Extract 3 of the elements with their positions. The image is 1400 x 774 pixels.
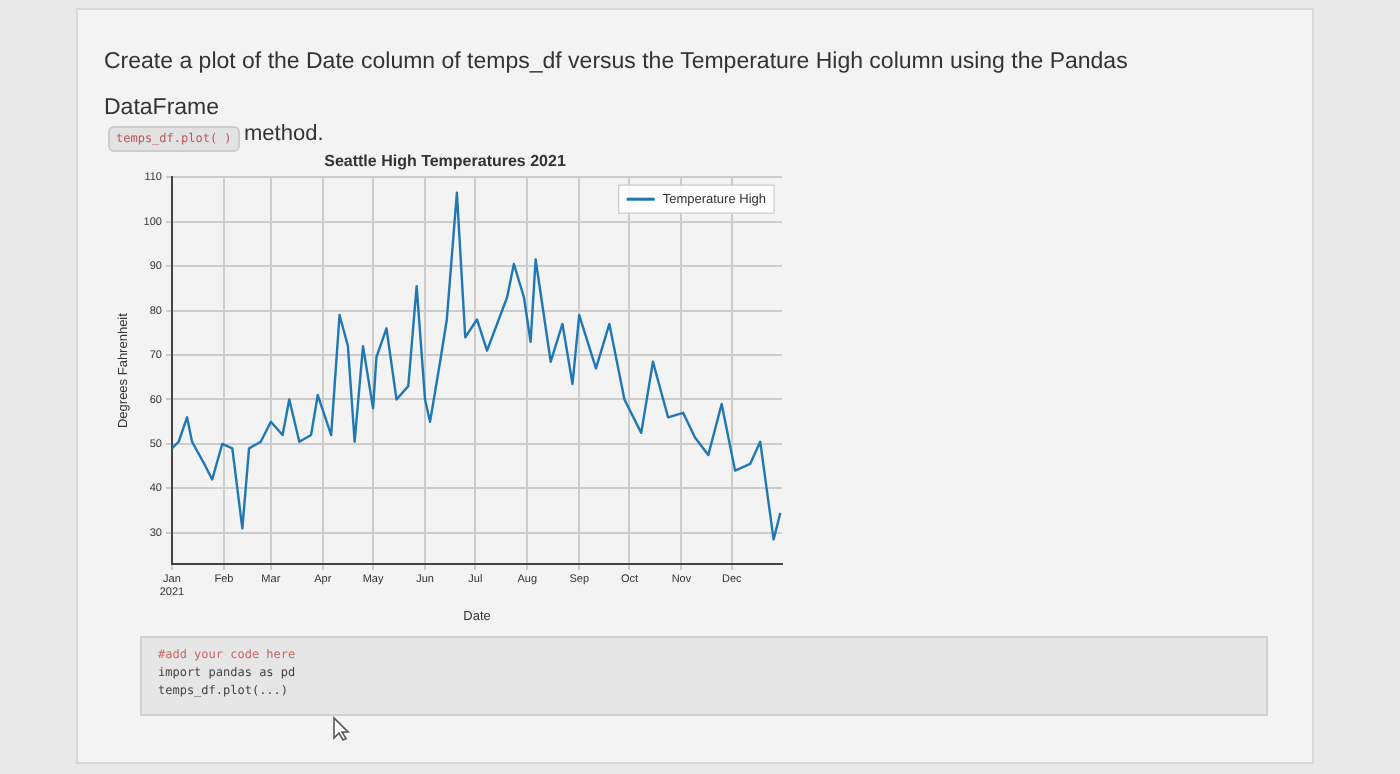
text: Create a plot of the Date column of temps_df versus the Temperature High column using the Pandas DataFrame (104, 50, 1128, 120)
text: method. (244, 122, 324, 146)
chart-title: Seattle High Temperatures 2021 (324, 152, 567, 171)
